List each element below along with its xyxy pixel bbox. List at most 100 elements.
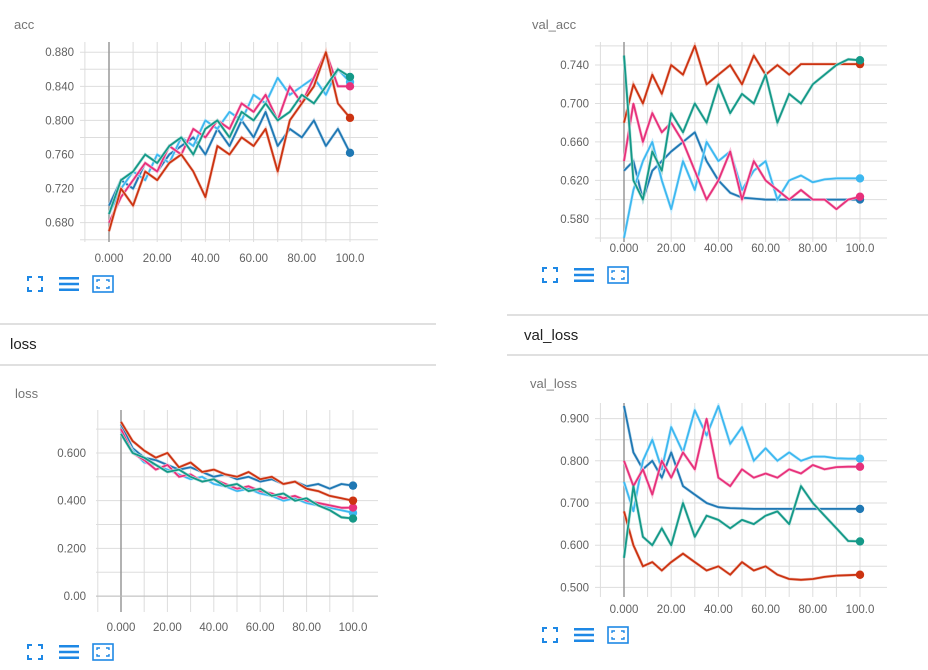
toggle-log-button[interactable]	[573, 266, 595, 284]
series-end-point	[345, 148, 355, 157]
fit-domain-button[interactable]	[539, 626, 561, 644]
gridlines	[595, 403, 887, 597]
toggle-log-button[interactable]	[58, 275, 80, 293]
x-tick-label: 80.00	[287, 253, 316, 265]
toggle-log-icon	[574, 627, 594, 643]
fit-domain-icon	[27, 276, 43, 292]
series-line	[623, 485, 861, 559]
x-tick-label: 40.00	[704, 604, 733, 616]
y-tick-label: 0.580	[560, 214, 589, 226]
x-tick-label: 0.000	[610, 243, 639, 255]
series-line	[623, 417, 860, 496]
x-tick-label: 80.00	[798, 243, 827, 255]
y-tick-label: 0.720	[45, 184, 74, 196]
expand-chart-icon	[92, 643, 114, 661]
toolbar-val-acc	[539, 266, 629, 284]
expand-chart-button[interactable]	[607, 626, 629, 644]
x-tick-label: 60.00	[751, 604, 780, 616]
series-end-point	[855, 504, 865, 514]
x-tick-label: 100.0	[846, 604, 875, 616]
section-title-val-loss[interactable]: val_loss	[524, 327, 579, 344]
expand-chart-button[interactable]	[607, 266, 629, 284]
chart-title-loss: loss	[15, 386, 39, 401]
toolbar-loss	[24, 643, 114, 661]
series-line	[120, 421, 354, 502]
fit-domain-button[interactable]	[24, 275, 46, 293]
section-divider-val-loss	[507, 314, 928, 316]
series-line	[108, 68, 351, 215]
series-line	[120, 423, 354, 490]
y-tick-label: 0.760	[45, 149, 74, 161]
chart-title-val-loss: val_loss	[530, 376, 577, 391]
fit-domain-button[interactable]	[539, 266, 561, 284]
x-tick-label: 100.0	[339, 622, 368, 634]
x-tick-label: 100.0	[846, 243, 875, 255]
x-tick-label: 40.00	[199, 622, 228, 634]
series-end-point	[348, 514, 358, 523]
y-tick-label: 0.740	[560, 60, 589, 72]
toggle-log-button[interactable]	[58, 643, 80, 661]
chart-title-acc: acc	[14, 17, 35, 32]
y-tick-label: 0.680	[45, 218, 74, 230]
series-end-point	[345, 72, 355, 82]
gridlines	[96, 410, 378, 612]
x-tick-label: 100.0	[336, 253, 365, 265]
fit-domain-icon	[542, 627, 558, 643]
series-end-point	[855, 56, 865, 65]
series-end-point	[855, 462, 865, 471]
x-tick-label: 20.00	[153, 622, 182, 634]
x-tick-label: 0.000	[610, 604, 639, 616]
series-end-point	[855, 192, 865, 201]
y-tick-label: 0.600	[57, 448, 86, 460]
y-tick-label: 0.600	[560, 540, 589, 552]
expand-chart-icon	[607, 626, 629, 644]
expand-chart-button[interactable]	[92, 643, 114, 661]
x-tick-label: 20.00	[657, 243, 686, 255]
toggle-log-button[interactable]	[573, 626, 595, 644]
expand-chart-button[interactable]	[92, 275, 114, 293]
series-end-point	[855, 570, 865, 579]
series-line	[623, 55, 861, 201]
toggle-log-icon	[59, 644, 79, 660]
gridlines	[80, 42, 378, 242]
x-tick-label: 20.00	[143, 253, 172, 265]
x-tick-label: 0.000	[95, 253, 124, 265]
series-end-point	[348, 503, 358, 512]
series-end-point	[348, 481, 358, 490]
series-line	[120, 433, 354, 520]
fit-domain-icon	[542, 267, 558, 283]
toggle-log-icon	[59, 276, 79, 292]
y-tick-label: 0.700	[560, 98, 589, 110]
x-tick-label: 60.00	[751, 243, 780, 255]
x-tick-label: 40.00	[704, 243, 733, 255]
series-end-point	[855, 537, 865, 546]
fit-domain-button[interactable]	[24, 643, 46, 661]
chart-title-val-acc: val_acc	[532, 17, 577, 32]
x-tick-label: 0.000	[107, 622, 136, 634]
y-tick-label: 0.800	[45, 115, 74, 127]
series-end-point	[345, 82, 355, 91]
toggle-log-icon	[574, 267, 594, 283]
x-tick-label: 60.00	[239, 253, 268, 265]
y-tick-label: 0.200	[57, 543, 86, 555]
y-tick-label: 0.660	[560, 137, 589, 149]
series-line	[108, 51, 351, 232]
section-title-loss[interactable]: loss	[10, 336, 37, 353]
x-tick-label: 80.00	[292, 622, 321, 634]
section-divider-loss-bottom	[0, 364, 436, 366]
x-tick-label: 60.00	[246, 622, 275, 634]
series-line	[623, 405, 860, 513]
series-line	[108, 51, 350, 224]
series-line	[623, 102, 861, 211]
section-divider-loss	[0, 323, 436, 325]
series-end-point	[855, 454, 865, 463]
series-line	[623, 511, 861, 581]
series-line	[108, 68, 351, 215]
expand-chart-icon	[607, 266, 629, 284]
y-tick-label: 0.620	[560, 175, 589, 187]
y-tick-label: 0.700	[560, 498, 589, 510]
x-tick-label: 40.00	[191, 253, 220, 265]
toolbar-acc	[24, 275, 114, 293]
fit-domain-icon	[27, 644, 43, 660]
